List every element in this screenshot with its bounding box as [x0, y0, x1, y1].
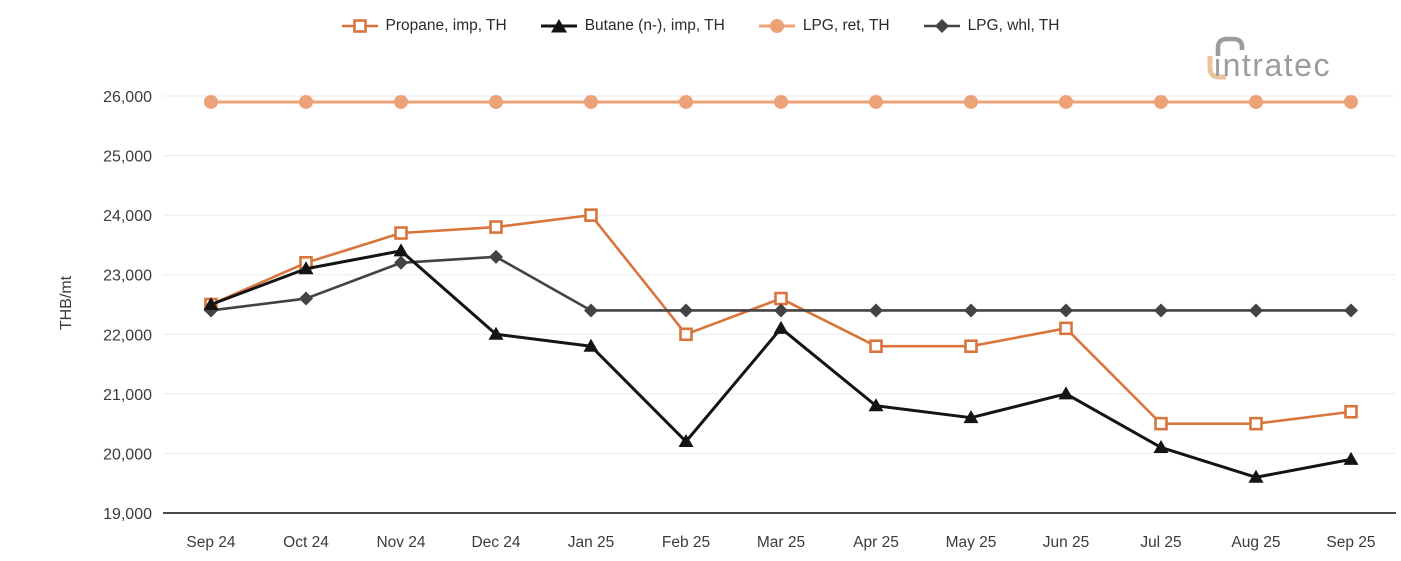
x-tick-label: Sep 25	[1326, 534, 1375, 551]
butane-n-imp-th-point	[203, 297, 219, 310]
butane-n-imp-th-point	[1248, 469, 1264, 483]
x-tick-label: Feb 25	[662, 534, 710, 551]
chart-legend: Propane, imp, TH Butane (n-), imp, TH LPG,…	[0, 17, 1401, 35]
propane-imp-th-point	[584, 208, 598, 222]
butane-n-imp-th-point	[583, 338, 599, 352]
x-tick-label: Sep 24	[186, 534, 236, 551]
y-tick-label: 19,000	[103, 506, 152, 523]
propane-imp-th-point	[1344, 404, 1358, 419]
y-tick-label: 22,000	[103, 327, 152, 344]
logo-text: intratec	[1214, 47, 1331, 83]
lpg-whl-th-point	[679, 303, 693, 318]
lpg-whl-th-point	[1344, 303, 1358, 318]
legend-item-lpg-whl-th[interactable]: LPG, whl, TH	[923, 17, 1060, 35]
square-open-legend-icon	[341, 19, 378, 33]
x-tick-label: May 25	[946, 534, 997, 551]
butane-n-imp-th-point	[963, 410, 979, 424]
lpg-ret-th-point	[1154, 94, 1168, 109]
lpg-ret-th-point	[489, 94, 503, 109]
triangle-legend-icon	[540, 19, 577, 33]
series-lpg-ret-th	[204, 94, 1358, 109]
lpg-whl-th-point	[489, 249, 503, 264]
lpg-ret-th-point	[964, 94, 978, 109]
lpg-ret-th-point	[774, 94, 788, 109]
lpg-whl-th-point	[584, 303, 598, 318]
lpg-ret-th-point	[679, 94, 693, 109]
y-tick-label: 20,000	[103, 446, 152, 463]
propane-imp-th-point	[964, 339, 978, 354]
lpg-whl-th-point	[869, 303, 883, 318]
propane-imp-th-point	[1059, 321, 1073, 336]
lpg-whl-th-point	[774, 303, 788, 318]
lpg-whl-th-point	[394, 255, 408, 270]
lpg-whl-th-point	[1249, 303, 1263, 318]
butane-n-imp-th-point	[1153, 439, 1169, 453]
x-tick-label: Nov 24	[376, 534, 425, 551]
y-tick-label: 21,000	[103, 387, 152, 404]
butane-n-imp-th-point	[868, 398, 884, 412]
butane-n-imp-th-point	[678, 434, 694, 448]
legend-label: LPG, whl, TH	[967, 17, 1060, 34]
circle-legend-icon	[758, 19, 795, 33]
lpg-ret-th-point	[584, 94, 598, 109]
x-tick-label: Jun 25	[1043, 534, 1090, 551]
propane-imp-th-point	[869, 339, 883, 354]
x-tick-label: Dec 24	[471, 534, 520, 551]
legend-marker	[769, 19, 784, 33]
lpg-ret-th-point	[1059, 94, 1073, 109]
lpg-whl-th-point	[299, 291, 313, 306]
propane-imp-th-point	[489, 220, 503, 234]
butane-n-imp-th-point	[1343, 451, 1359, 465]
series-propane-imp-th	[204, 208, 1358, 431]
series-butane-n-imp-th	[203, 243, 1359, 483]
lpg-ret-th-point	[869, 94, 883, 109]
butane-n-imp-th-line	[210, 249, 1352, 479]
y-tick-label: 26,000	[103, 89, 152, 106]
propane-imp-th-point	[1154, 416, 1168, 431]
lpg-ret-th-point	[1249, 94, 1263, 109]
legend-marker	[550, 19, 567, 33]
diamond-legend-icon	[923, 19, 960, 33]
lpg-ret-th-point	[299, 94, 313, 109]
logo-arch-mark	[1215, 36, 1245, 56]
legend-label: Butane (n-), imp, TH	[584, 17, 725, 34]
butane-n-imp-th-point	[393, 243, 409, 257]
intratec-logo: intratec	[1205, 34, 1390, 86]
propane-imp-th-point	[1249, 416, 1263, 431]
x-tick-label: Aug 25	[1231, 534, 1280, 551]
lpg-whl-th-point	[1154, 303, 1168, 318]
propane-imp-th-point	[394, 226, 408, 240]
lpg-ret-th-point	[1344, 94, 1358, 109]
lpg-whl-th-point	[1059, 303, 1073, 318]
butane-n-imp-th-point	[488, 326, 504, 340]
logo-bracket-mark	[1207, 56, 1226, 80]
butane-n-imp-th-point	[298, 261, 314, 275]
x-tick-label: Oct 24	[283, 534, 329, 551]
x-tick-label: Mar 25	[757, 534, 805, 551]
legend-marker	[934, 19, 949, 33]
series-lpg-whl-th	[204, 249, 1358, 318]
propane-imp-th-point	[774, 291, 788, 306]
propane-imp-th-point	[679, 327, 693, 342]
legend-item-lpg-ret-th[interactable]: LPG, ret, TH	[758, 17, 890, 35]
x-tick-label: Jul 25	[1140, 534, 1181, 551]
legend-item-propane-imp-th[interactable]: Propane, imp, TH	[341, 17, 507, 35]
y-tick-label: 23,000	[103, 268, 152, 285]
legend-marker	[352, 19, 367, 33]
propane-imp-th-line	[210, 213, 1352, 425]
y-tick-label: 25,000	[103, 149, 152, 166]
legend-item-butane-n-imp-th[interactable]: Butane (n-), imp, TH	[540, 17, 725, 35]
legend-label: Propane, imp, TH	[385, 17, 507, 34]
butane-n-imp-th-point	[1058, 386, 1074, 400]
butane-n-imp-th-point	[773, 320, 789, 334]
lpg-ret-th-point	[204, 94, 218, 109]
lpg-ret-th-point	[394, 94, 408, 109]
y-tick-label: 24,000	[103, 208, 152, 225]
x-tick-label: Apr 25	[853, 534, 899, 551]
legend-label: LPG, ret, TH	[802, 17, 890, 34]
lpg-whl-th-point	[964, 303, 978, 318]
x-tick-label: Jan 25	[568, 534, 615, 551]
